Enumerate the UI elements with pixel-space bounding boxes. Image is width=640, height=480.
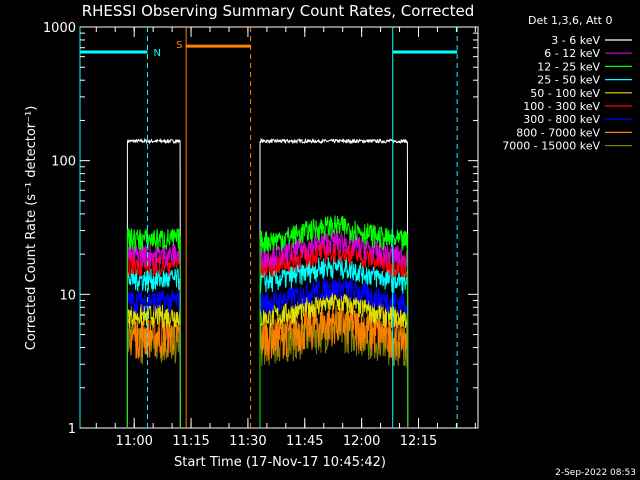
series-trace [259, 304, 409, 429]
legend-entry-label: 6 - 12 keV [544, 47, 600, 60]
legend-entry-label: 25 - 50 keV [537, 74, 600, 87]
series-12-25kev [126, 215, 409, 429]
night-label: N [153, 48, 160, 59]
footer-timestamp: 2-Sep-2022 08:53 [555, 468, 636, 478]
legend-entry-label: 12 - 25 keV [537, 60, 600, 73]
y-tick-label: 1 [68, 422, 76, 437]
y-tick-label: 1000 [43, 21, 76, 36]
axes: 1 10 100 1000 11:00 11:15 11:30 11:45 12:00 12:15 [43, 21, 478, 449]
series-trace [259, 291, 409, 429]
x-axis-label: Start Time (17-Nov-17 10:45:42) [174, 455, 386, 470]
series-6-12kev [126, 231, 409, 429]
night-annotation: N [79, 27, 161, 428]
chart-title: RHESSI Observing Summary Count Rates, Co… [82, 2, 475, 20]
series-trace [126, 243, 181, 429]
x-tick-label: 11:30 [229, 434, 266, 449]
legend-entry-label: 3 - 6 keV [551, 34, 600, 47]
saa-label: S [176, 40, 182, 51]
series-trace [259, 231, 409, 429]
series-trace [126, 289, 181, 429]
x-tick-label: 12:00 [343, 434, 380, 449]
legend-entry-label: 300 - 800 keV [523, 113, 600, 126]
y-tick-label: 100 [51, 155, 76, 170]
y-axis-label: Corrected Count Rate (s⁻¹ detector⁻¹) [24, 106, 39, 351]
series-trace [126, 137, 181, 429]
data-traces [126, 137, 409, 429]
annotations: NS [79, 27, 458, 428]
series-50-100kev [126, 291, 409, 429]
legend-entry-label: 100 - 300 keV [523, 100, 600, 113]
series-trace [259, 277, 409, 429]
legend-entry-label: 50 - 100 keV [530, 87, 600, 100]
x-tick-label: 11:15 [172, 434, 209, 449]
series-trace [126, 228, 181, 429]
series-trace [259, 215, 409, 429]
series-trace [126, 317, 181, 429]
y-tick-label: 10 [59, 288, 76, 303]
x-tick-label: 11:00 [115, 434, 152, 449]
series-trace [126, 267, 181, 429]
series-trace [259, 137, 409, 429]
series-300-800kev [126, 277, 409, 429]
legend-title: Det 1,3,6, Att 0 [528, 14, 612, 27]
legend-entry-label: 7000 - 15000 keV [502, 140, 600, 153]
night-annotation [392, 27, 458, 428]
x-tick-label: 12:15 [400, 434, 437, 449]
legend-entry-label: 800 - 7000 keV [516, 126, 600, 139]
series-3-6kev [126, 137, 409, 429]
saa-annotation: S [176, 27, 252, 428]
x-tick-label: 11:45 [286, 434, 323, 449]
plot-frame [79, 26, 479, 429]
